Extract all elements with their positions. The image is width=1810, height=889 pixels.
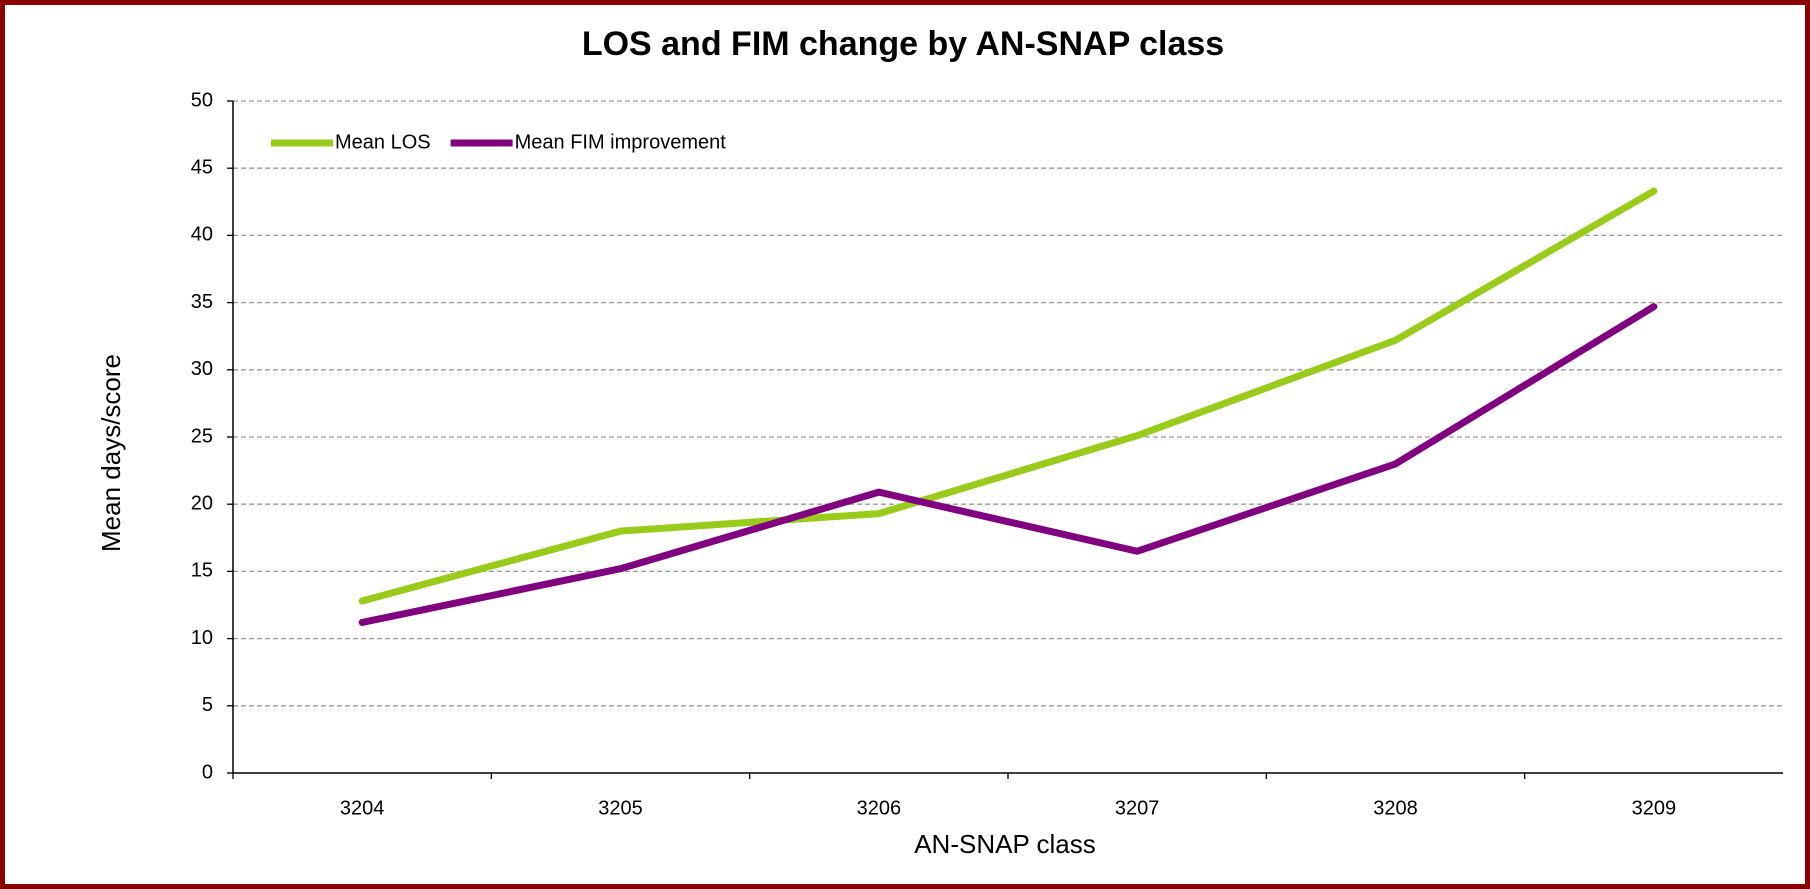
y-tick-label: 5 [202,694,213,716]
chart-title: LOS and FIM change by AN-SNAP class [582,25,1224,63]
y-tick-label: 50 [191,89,213,111]
x-tick-label: 3207 [1115,797,1160,819]
x-tick-label: 3204 [340,797,385,819]
x-tick-label: 3206 [857,797,902,819]
legend-label: Mean FIM improvement [515,131,727,153]
x-tick-label: 3209 [1632,797,1677,819]
chart: LOS and FIM change by AN-SNAP class AN-S… [96,25,1783,859]
x-axis-title: AN-SNAP class [914,829,1096,859]
y-tick-label: 45 [191,156,213,178]
y-tick-label: 15 [191,560,213,582]
y-tick-label: 35 [191,291,213,313]
y-tick-label: 25 [191,425,213,447]
series-line [358,303,1658,626]
x-tick-label: 3208 [1373,797,1418,819]
legend-label: Mean LOS [335,131,431,153]
y-tick-label: 20 [191,492,213,514]
y-tick-label: 30 [191,358,213,380]
y-tick-label: 10 [191,627,213,649]
y-tick-label: 0 [202,761,213,783]
x-tick-label: 3205 [598,797,643,819]
series-line [358,187,1658,605]
y-axis-title: Mean days/score [96,354,126,552]
y-tick-label: 40 [191,224,213,246]
